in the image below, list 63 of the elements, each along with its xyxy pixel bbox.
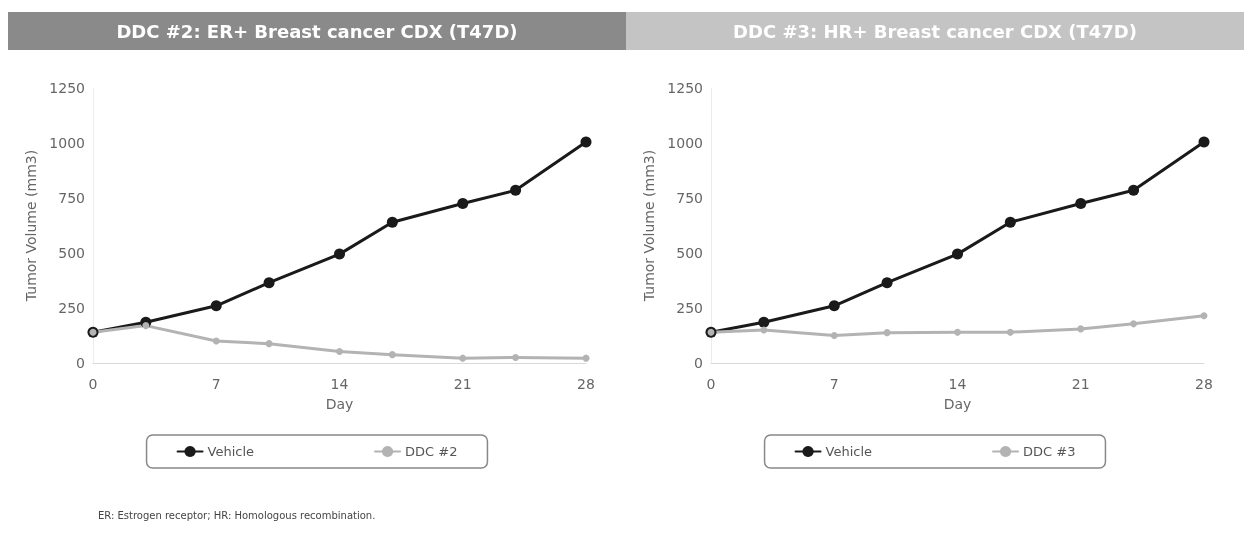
point xyxy=(828,300,840,312)
point xyxy=(1200,312,1208,320)
y-tick-label: 750 xyxy=(676,190,703,206)
point xyxy=(1004,216,1016,228)
y-tick-label: 1000 xyxy=(667,135,703,151)
legend-label: DDC #3 xyxy=(1023,444,1076,459)
point xyxy=(510,184,522,196)
point xyxy=(388,351,396,359)
x-tick-label: 7 xyxy=(211,376,221,392)
text: ER: Estrogen receptor; HR: Homologous recombination. xyxy=(98,510,377,521)
x-tick-label: 0 xyxy=(706,376,716,392)
point xyxy=(830,332,838,339)
y-tick-label: 500 xyxy=(676,245,703,261)
point xyxy=(1128,184,1140,196)
x-tick-label: 14 xyxy=(948,376,967,392)
point xyxy=(1075,198,1087,209)
point xyxy=(954,328,961,336)
y-tick-label: 0 xyxy=(76,355,85,371)
x-tick-label: 21 xyxy=(453,376,472,392)
y-axis-title: Tumor Volume (mm3) xyxy=(23,149,40,303)
y-tick-label: 500 xyxy=(58,245,85,261)
y-axis-title: Tumor Volume (mm3) xyxy=(641,149,658,303)
point xyxy=(881,277,893,289)
point xyxy=(210,300,222,312)
y-tick-label: 1000 xyxy=(49,135,85,151)
point xyxy=(263,277,275,289)
point xyxy=(459,354,467,362)
x-tick-label: 28 xyxy=(1195,376,1213,392)
point xyxy=(1006,328,1014,336)
point xyxy=(1130,320,1138,328)
point xyxy=(142,322,150,330)
point xyxy=(883,329,891,337)
chart-title: DDC #2: ER+ Breast cancer CDX (T47D) xyxy=(116,20,518,42)
x-tick-label: 28 xyxy=(577,376,595,392)
y-tick-label: 1250 xyxy=(667,80,703,96)
y-tick-label: 0 xyxy=(694,355,703,371)
point xyxy=(952,248,963,260)
x-tick-label: 21 xyxy=(1071,376,1090,392)
point xyxy=(758,316,770,328)
point xyxy=(512,354,520,361)
y-tick-label: 250 xyxy=(676,300,703,316)
point xyxy=(334,248,345,260)
point xyxy=(1198,136,1210,148)
legend-label: Vehicle xyxy=(207,444,255,459)
chart-title: DDC #3: HR+ Breast cancer CDX (T47D) xyxy=(733,20,1137,42)
y-tick-label: 750 xyxy=(58,190,85,206)
x-axis-title: Day xyxy=(943,396,972,412)
point xyxy=(336,348,343,356)
x-tick-label: 7 xyxy=(829,376,839,392)
point xyxy=(760,326,768,334)
point xyxy=(212,337,220,345)
y-tick-label: 250 xyxy=(58,300,85,316)
point xyxy=(580,136,592,148)
point xyxy=(386,216,398,228)
x-tick-label: 0 xyxy=(88,376,98,392)
point xyxy=(1077,325,1085,333)
legend-label: Vehicle xyxy=(825,444,873,459)
point xyxy=(457,198,469,209)
legend-label: DDC #2 xyxy=(405,444,458,459)
x-axis-title: Day xyxy=(325,396,354,412)
point xyxy=(265,340,273,348)
y-tick-label: 1250 xyxy=(49,80,85,96)
x-tick-label: 14 xyxy=(330,376,349,392)
